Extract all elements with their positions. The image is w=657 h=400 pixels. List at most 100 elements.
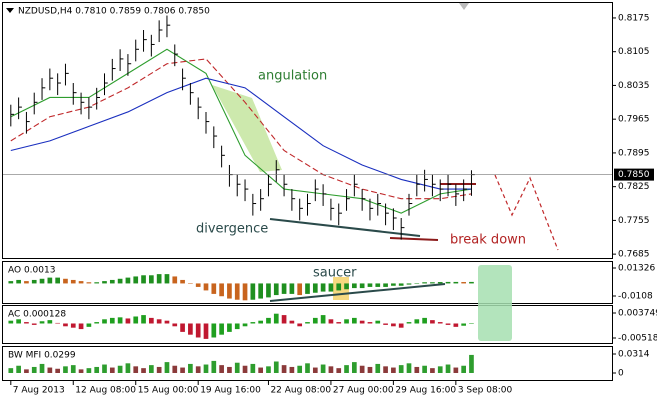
histogram-bar: [242, 323, 248, 327]
histogram-bar: [234, 323, 240, 330]
histogram-bar: [375, 283, 381, 287]
y-tick-label: 0.8175: [618, 13, 650, 23]
histogram-bar: [383, 283, 388, 287]
histogram-bar: [352, 362, 357, 373]
current-price-label: 0.7850: [618, 170, 650, 180]
histogram-bar: [398, 323, 404, 328]
histogram-bar: [234, 283, 240, 300]
price-panel-frame: [2, 2, 613, 259]
histogram-bar: [406, 283, 412, 285]
histogram-bar: [336, 322, 342, 324]
y-tick-label: 0.8035: [618, 81, 650, 91]
histogram-bar: [109, 279, 115, 284]
histogram-bar: [281, 283, 287, 294]
histogram-bar: [422, 365, 427, 373]
histogram-bar: [227, 366, 232, 373]
histogram-bar: [16, 279, 21, 284]
histogram-bar: [289, 320, 295, 324]
moving-average: [10, 48, 472, 214]
indicator-title: BW MFI 0.0299: [8, 351, 76, 361]
histogram-bar: [31, 366, 37, 373]
histogram-bar: [117, 365, 123, 373]
histogram-bar: [242, 365, 248, 373]
histogram-bar: [273, 283, 279, 296]
histogram-bar: [391, 283, 396, 286]
histogram-bar: [141, 275, 146, 284]
histogram-bar: [391, 367, 396, 373]
histogram-bar: [273, 313, 279, 324]
menu-arrow: [6, 8, 14, 13]
histogram-bar: [24, 369, 29, 373]
histogram-bar: [39, 363, 45, 373]
histogram-bar: [266, 283, 271, 298]
histogram-bar: [94, 282, 100, 284]
histogram-bar: [461, 365, 466, 373]
histogram-bar: [164, 362, 170, 373]
histogram-bar: [422, 282, 427, 284]
y-tick-label: 0.0314: [618, 350, 650, 360]
histogram-bar: [16, 365, 21, 373]
x-tick-label: 19 Aug 16:00: [200, 386, 261, 396]
histogram-bar: [188, 323, 193, 335]
histogram-bar: [359, 320, 365, 324]
histogram-bar: [250, 283, 256, 300]
histogram-bar: [437, 282, 443, 284]
annotation: angulation: [258, 69, 327, 84]
histogram-bar: [180, 279, 185, 284]
histogram-bar: [102, 281, 107, 284]
histogram-bar: [359, 365, 365, 373]
histogram-bar: [188, 283, 193, 284]
histogram-bar: [156, 319, 162, 324]
histogram-bar: [125, 363, 131, 373]
histogram-bar: [406, 322, 412, 324]
histogram-bar: [8, 281, 14, 284]
histogram-bar: [102, 364, 107, 373]
histogram-bar: [297, 283, 303, 296]
histogram-bar: [281, 365, 287, 373]
y-tick-label: 0.8105: [618, 47, 650, 57]
histogram-bar: [305, 322, 310, 324]
histogram-bar: [328, 319, 334, 324]
ao-panel-frame: [2, 261, 613, 304]
histogram-bar: [133, 366, 139, 373]
histogram-bar: [328, 366, 334, 373]
histogram-bar: [336, 283, 342, 291]
histogram-bar: [172, 276, 178, 284]
y-tick-label: -0.0108: [618, 292, 653, 302]
histogram-bar: [125, 318, 131, 324]
histogram-bar: [24, 322, 29, 324]
histogram-bar: [86, 368, 92, 373]
histogram-bar: [344, 319, 349, 324]
histogram-bar: [461, 323, 466, 326]
histogram-bar: [94, 322, 100, 324]
break-down-line: [389, 237, 439, 241]
histogram-bar: [70, 323, 76, 328]
histogram-bar: [55, 277, 60, 284]
histogram-bar: [203, 323, 209, 339]
histogram-bar: [47, 367, 53, 373]
histogram-bar: [344, 365, 349, 373]
histogram-bar: [109, 367, 115, 373]
y-tick-label: 0.7825: [618, 182, 650, 192]
ac-panel-frame: [2, 305, 613, 344]
y-tick-label: 0.01326: [618, 263, 655, 273]
symbol-header: NZDUSD,H4 0.7810 0.7859 0.7806 0.7850: [18, 7, 210, 17]
histogram-bar: [453, 323, 459, 327]
histogram-bar: [70, 365, 76, 373]
histogram-bar: [195, 323, 201, 338]
x-tick-label: 29 Aug 16:00: [395, 386, 456, 396]
histogram-bar: [117, 278, 123, 284]
histogram-bar: [63, 366, 68, 373]
histogram-bar: [352, 283, 357, 289]
histogram-bar: [39, 321, 45, 324]
histogram-bar: [133, 276, 139, 284]
histogram-bar: [8, 320, 14, 324]
histogram-bar: [211, 323, 217, 338]
x-tick-label: 12 Aug 08:00: [75, 386, 136, 396]
saucer-line: [269, 283, 446, 302]
histogram-bar: [195, 366, 201, 373]
histogram-bar: [63, 278, 68, 284]
histogram-bar: [258, 283, 263, 299]
histogram-bar: [367, 283, 373, 287]
